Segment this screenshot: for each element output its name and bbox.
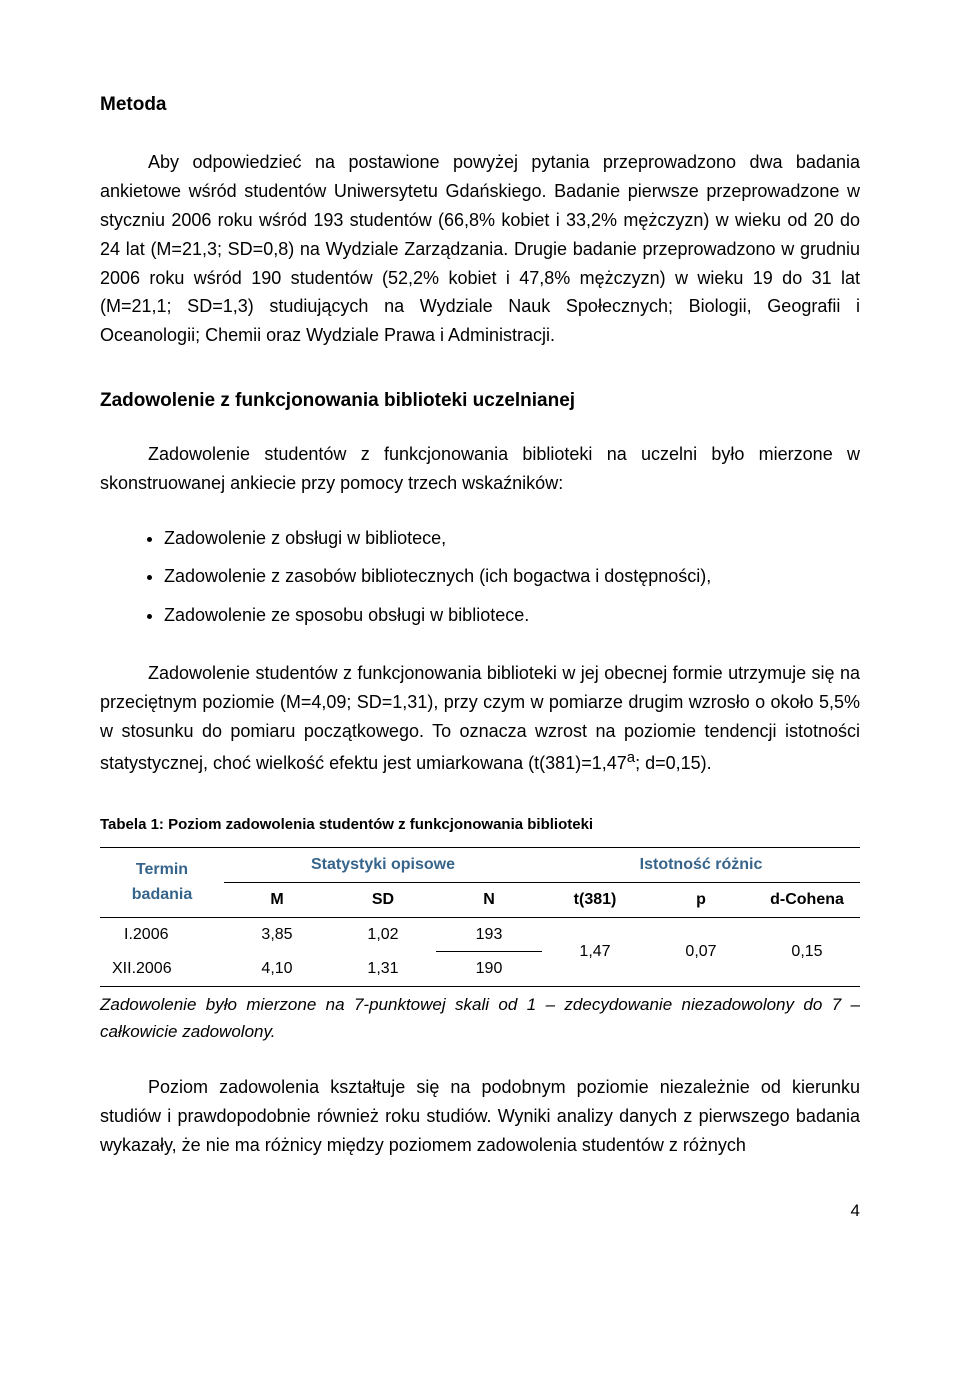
list-item: Zadowolenie z obsługi w bibliotece, xyxy=(164,522,860,554)
col-t: t(381) xyxy=(542,882,648,917)
col-d: d-Cohena xyxy=(754,882,860,917)
cell-p: 0,07 xyxy=(648,917,754,986)
table-note: Zadowolenie było mierzone na 7-punktowej… xyxy=(100,991,860,1045)
table-caption: Tabela 1: Poziom zadowolenia studentów z… xyxy=(100,813,860,837)
col-p: p xyxy=(648,882,754,917)
cell-n: 190 xyxy=(436,952,542,987)
para-last: Poziom zadowolenia kształtuje się na pod… xyxy=(100,1073,860,1159)
cell-n: 193 xyxy=(436,917,542,952)
col-termin: Termin badania xyxy=(100,848,224,917)
col-m: M xyxy=(224,882,330,917)
cell-m: 3,85 xyxy=(224,917,330,952)
col-sd: SD xyxy=(330,882,436,917)
page-number: 4 xyxy=(100,1197,860,1224)
bullet-list: Zadowolenie z obsługi w bibliotece, Zado… xyxy=(100,522,860,631)
list-item: Zadowolenie z zasobów bibliotecznych (ic… xyxy=(164,560,860,592)
table-satisfaction: Termin badania Statystyki opisowe Istotn… xyxy=(100,847,860,986)
cell-sd: 1,02 xyxy=(330,917,436,952)
para-results-a: Zadowolenie studentów z funkcjonowania b… xyxy=(100,663,860,772)
superscript-a: a xyxy=(627,749,635,766)
cell-d: 0,15 xyxy=(754,917,860,986)
cell-t: 1,47 xyxy=(542,917,648,986)
para-methods: Aby odpowiedzieć na postawione powyżej p… xyxy=(100,148,860,350)
row-label: XII.2006 xyxy=(100,952,224,987)
para-results-b: ; d=0,15). xyxy=(635,753,712,773)
cell-sd: 1,31 xyxy=(330,952,436,987)
row-label: I.2006 xyxy=(100,917,224,952)
col-group-diff: Istotność różnic xyxy=(542,848,860,883)
list-item: Zadowolenie ze sposobu obsługi w bibliot… xyxy=(164,599,860,631)
table-row: I.2006 3,85 1,02 193 1,47 0,07 0,15 xyxy=(100,917,860,952)
table-header-row-1: Termin badania Statystyki opisowe Istotn… xyxy=(100,848,860,883)
para-indicators-intro: Zadowolenie studentów z funkcjonowania b… xyxy=(100,440,860,498)
heading-zadowolenie: Zadowolenie z funkcjonowania biblioteki … xyxy=(100,386,860,416)
col-group-stats: Statystyki opisowe xyxy=(224,848,542,883)
para-results: Zadowolenie studentów z funkcjonowania b… xyxy=(100,659,860,777)
col-n: N xyxy=(436,882,542,917)
cell-m: 4,10 xyxy=(224,952,330,987)
heading-metoda: Metoda xyxy=(100,90,860,120)
